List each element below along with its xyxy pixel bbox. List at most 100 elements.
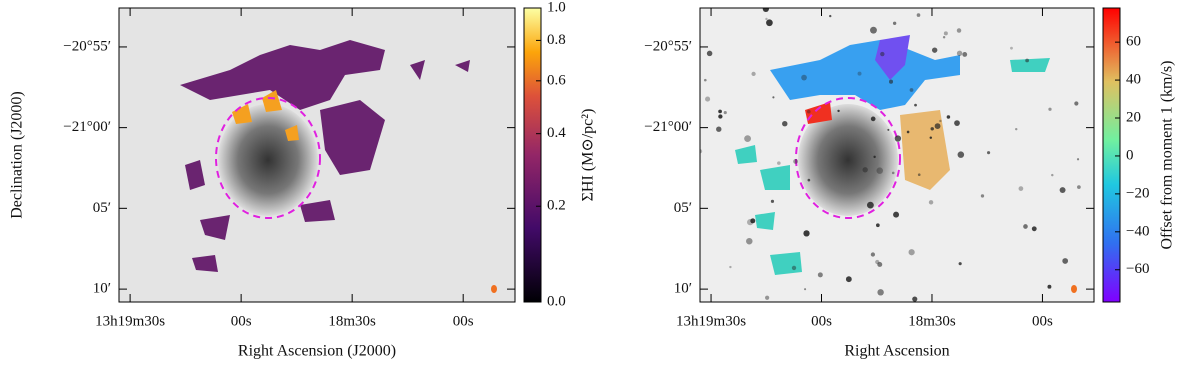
x-axis-label: Right Ascension (J2000) xyxy=(238,343,396,360)
star xyxy=(1025,58,1029,63)
velocity-field xyxy=(770,40,960,110)
colorbar-tick-label: 0.6 xyxy=(547,72,566,88)
star xyxy=(875,259,880,265)
star xyxy=(891,171,895,175)
star xyxy=(908,249,915,256)
star xyxy=(744,135,751,142)
star xyxy=(857,71,862,76)
star xyxy=(750,218,756,224)
star xyxy=(1048,107,1052,111)
y-tick-label: 05′ xyxy=(93,200,111,216)
galaxy xyxy=(218,104,318,216)
star xyxy=(829,14,832,18)
y-tick-label: 10′ xyxy=(674,281,692,297)
star xyxy=(889,79,894,84)
star xyxy=(877,289,884,296)
star xyxy=(807,178,811,182)
star xyxy=(729,265,732,269)
colorbar xyxy=(1102,7,1121,303)
star xyxy=(917,173,921,177)
y-tick-label: 05′ xyxy=(674,200,692,216)
star xyxy=(845,276,852,283)
star xyxy=(772,96,775,99)
y-tick-label: 10′ xyxy=(93,281,111,297)
colorbar-label: Offset from moment 1 (km/s) xyxy=(1159,60,1176,249)
star xyxy=(1015,127,1018,131)
x-tick-label: 13h19m30s xyxy=(676,313,746,329)
star xyxy=(956,28,962,33)
colorbar-tick-label: 0.2 xyxy=(547,198,566,214)
star xyxy=(1031,226,1037,232)
star xyxy=(791,265,797,271)
star xyxy=(930,127,934,131)
star xyxy=(777,161,781,165)
beam-ellipse xyxy=(795,97,901,219)
plot-frame xyxy=(699,7,1095,303)
colorbar-tick-label: 1.0 xyxy=(547,0,566,15)
star xyxy=(793,159,799,164)
colorbar xyxy=(523,7,542,303)
beam xyxy=(1071,285,1077,293)
star xyxy=(939,119,942,123)
star xyxy=(912,296,918,302)
y-tick-label: −20°55′ xyxy=(644,38,692,54)
star xyxy=(957,151,965,158)
star xyxy=(876,223,880,228)
y-tick-label: −20°55′ xyxy=(63,38,111,54)
star xyxy=(862,167,868,173)
star xyxy=(942,36,946,39)
colorbar-tick-label: 20 xyxy=(1126,109,1141,125)
x-tick-label: 00s xyxy=(1032,313,1053,329)
x-axis-label: Right Ascension xyxy=(844,343,949,360)
star xyxy=(1074,101,1079,106)
star xyxy=(893,211,900,218)
star xyxy=(876,167,884,174)
star xyxy=(909,88,914,92)
star xyxy=(1047,284,1052,289)
star xyxy=(762,8,769,12)
star xyxy=(870,116,876,122)
galaxy xyxy=(798,104,898,216)
velocity-field xyxy=(900,110,950,190)
star xyxy=(705,96,711,102)
star xyxy=(806,109,811,114)
star xyxy=(929,136,933,139)
x-tick-label: 18m30s xyxy=(328,313,376,329)
image-left xyxy=(119,8,515,302)
image-right xyxy=(700,8,1094,302)
colorbar-tick-label: −40 xyxy=(1126,223,1149,239)
star xyxy=(931,47,938,53)
star xyxy=(954,120,960,126)
star xyxy=(916,13,921,17)
beam xyxy=(491,285,497,293)
star xyxy=(866,201,874,209)
star xyxy=(817,272,823,278)
colorbar-tick-label: 40 xyxy=(1126,72,1141,88)
colorbar-tick-label: 0.8 xyxy=(547,32,566,48)
x-tick-label: 18m30s xyxy=(908,313,956,329)
star xyxy=(870,26,877,34)
star xyxy=(770,199,775,203)
star xyxy=(946,115,951,119)
star xyxy=(928,200,934,205)
star xyxy=(716,126,722,132)
star xyxy=(751,71,756,76)
star xyxy=(962,52,968,57)
star xyxy=(765,295,770,300)
colorbar-tick-label: 0 xyxy=(1126,147,1134,163)
beam-ellipse xyxy=(215,97,321,219)
colorbar-label: ΣHI (M⊙/pc²) xyxy=(580,109,597,202)
star xyxy=(873,155,876,159)
x-tick-label: 00s xyxy=(811,313,832,329)
star xyxy=(934,123,941,130)
star xyxy=(956,50,963,57)
star xyxy=(1018,186,1024,191)
star xyxy=(877,261,883,267)
star xyxy=(706,50,713,57)
y-tick-label: −21°00′ xyxy=(644,119,692,135)
star xyxy=(723,110,727,115)
velocity-field xyxy=(875,35,910,80)
hi-emission xyxy=(320,100,385,175)
hi-emission xyxy=(180,40,385,110)
star xyxy=(914,103,917,107)
